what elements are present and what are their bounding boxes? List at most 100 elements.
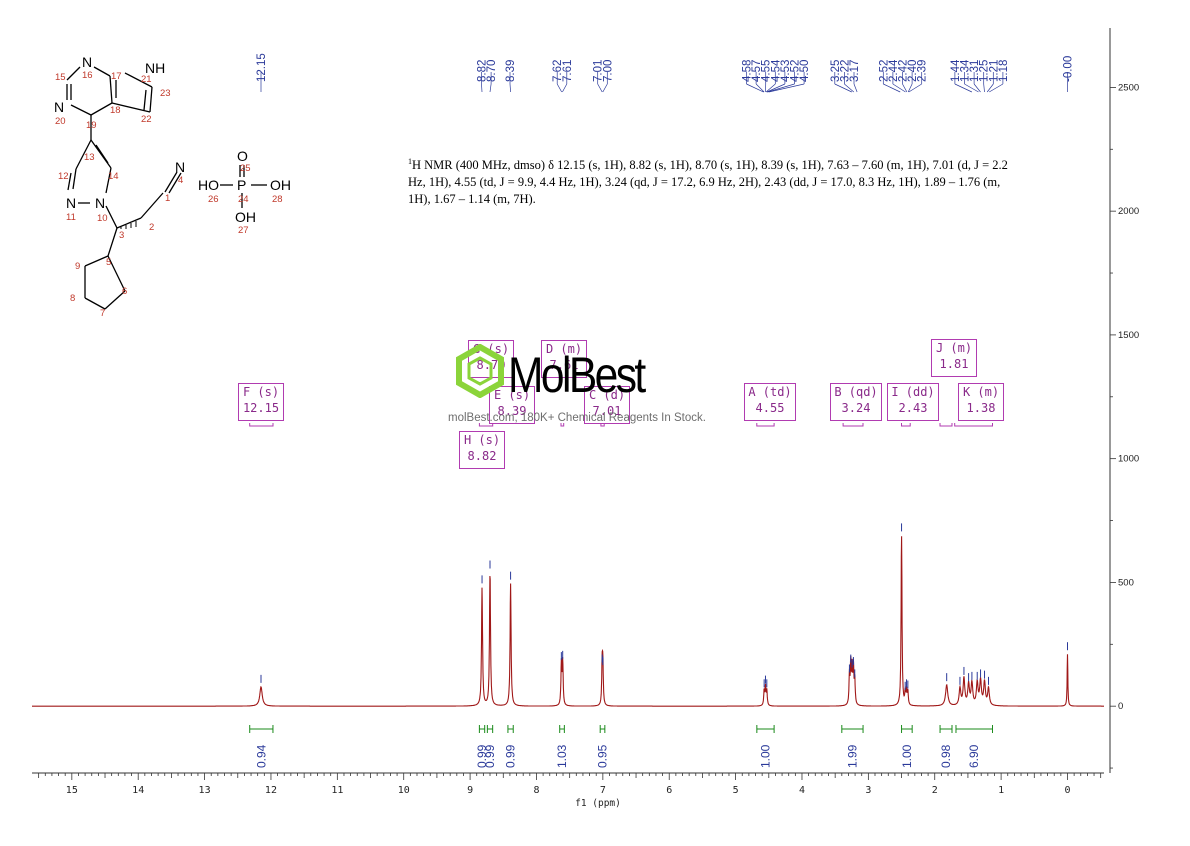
atom-number: 18	[110, 105, 121, 116]
x-tick-label: 0	[1064, 785, 1070, 796]
atom-number: 5	[106, 257, 111, 268]
atom-label: N	[82, 54, 92, 70]
multiplet-value: 4.55	[745, 400, 795, 416]
atom-label: HO	[198, 177, 219, 193]
integral-value: 6.90	[967, 744, 981, 768]
atom-number: 3	[119, 230, 124, 241]
atom-label: OH	[270, 177, 291, 193]
multiplet-range	[757, 423, 774, 426]
multiplet-box: K (m)1.38	[958, 383, 1004, 421]
atom-number: 7	[100, 308, 105, 319]
watermark-name: MolBest	[508, 346, 644, 404]
atom-number: 16	[82, 70, 93, 81]
integral-value: 0.95	[596, 744, 610, 768]
multiplet-value: 12.15	[239, 400, 283, 416]
multiplet-label: K (m)	[959, 384, 1003, 400]
atom-number: 11	[66, 212, 76, 223]
multiplet-value: 2.43	[888, 400, 938, 416]
atom-number: 6	[122, 286, 127, 297]
peak-label: 8.39	[505, 60, 517, 82]
multiplet-box: B (qd)3.24	[830, 383, 882, 421]
multiplet-range	[902, 423, 911, 426]
y-tick-label: 1000	[1118, 454, 1139, 465]
x-tick-label: 5	[733, 785, 739, 796]
atom-number: 4	[178, 175, 183, 186]
multiplet-range	[955, 423, 993, 426]
nmr-description-text: H NMR (400 MHz, dmso) δ 12.15 (s, 1H), 8…	[408, 158, 1008, 206]
atom-label: OH	[235, 209, 256, 225]
atom-number: 2	[149, 222, 154, 233]
x-tick-label: 8	[533, 785, 539, 796]
atom-number: 10	[97, 213, 108, 224]
y-tick-label: 500	[1118, 577, 1134, 588]
peak-label: 7.00	[602, 60, 614, 82]
multiplet-box: I (dd)2.43	[887, 383, 939, 421]
x-tick-label: 13	[199, 785, 211, 796]
atom-label: N	[95, 195, 105, 211]
x-axis-label: f1 (ppm)	[575, 798, 621, 809]
atom-number: 1	[165, 193, 170, 204]
chemical-structure: N NH N N N N O HO P OH OH 15 16 17 21 23…	[40, 45, 310, 325]
x-tick-label: 3	[865, 785, 871, 796]
atom-number: 12	[58, 171, 69, 182]
atom-number: 21	[141, 74, 152, 85]
multiplet-value: 3.24	[831, 400, 881, 416]
integral-value: 1.99	[845, 744, 859, 768]
x-tick-label: 11	[331, 785, 343, 796]
x-tick-label: 1	[998, 785, 1004, 796]
multiplet-label: B (qd)	[831, 384, 881, 400]
peak-label: 8.70	[486, 60, 498, 82]
integral-value: 0.98	[939, 744, 953, 768]
watermark-tagline: molBest.com, 180K+ Chemical Reagents In …	[448, 412, 706, 424]
x-tick-label: 9	[467, 785, 473, 796]
integral-value: 1.03	[555, 744, 569, 768]
atom-number: 9	[75, 261, 80, 272]
x-tick-label: 4	[799, 785, 805, 796]
integral-value: 0.99	[483, 744, 497, 768]
integral-value: 0.99	[504, 744, 518, 768]
y-tick-label: 1500	[1118, 330, 1139, 341]
y-tick-label: 0	[1118, 701, 1123, 712]
nmr-description: 1H NMR (400 MHz, dmso) δ 12.15 (s, 1H), …	[408, 153, 1008, 208]
x-tick-label: 15	[66, 785, 78, 796]
multiplet-range	[250, 423, 273, 426]
peak-label: 7.61	[562, 60, 574, 82]
multiplet-range	[940, 423, 952, 426]
multiplet-label: A (td)	[745, 384, 795, 400]
atom-number: 14	[108, 171, 119, 182]
multiplet-box: A (td)4.55	[744, 383, 796, 421]
multiplet-label: F (s)	[239, 384, 283, 400]
x-tick-label: 2	[932, 785, 938, 796]
multiplet-range	[843, 423, 863, 426]
watermark: MolBest molBest.com, 180K+ Chemical Reag…	[450, 340, 750, 440]
atom-number: 19	[86, 120, 97, 131]
x-tick-label: 10	[398, 785, 410, 796]
integral-value: 1.00	[759, 744, 773, 768]
integral-value: 1.00	[900, 744, 914, 768]
peak-label: -0.00	[1063, 56, 1075, 82]
atom-number: 15	[55, 72, 66, 83]
x-tick-label: 7	[600, 785, 606, 796]
atom-number: 26	[208, 194, 219, 205]
peak-label: 3.17	[849, 60, 861, 82]
multiplet-box: J (m)1.81	[931, 339, 977, 377]
integral-value: 0.94	[254, 744, 268, 768]
atom-number: 8	[70, 293, 75, 304]
multiplet-label: I (dd)	[888, 384, 938, 400]
peak-label: 4.50	[799, 60, 811, 82]
multiplet-value: 8.82	[460, 448, 504, 464]
atom-label: N	[175, 159, 185, 175]
atom-number: 25	[240, 163, 251, 174]
atom-number: 24	[238, 194, 249, 205]
atom-label: N	[54, 99, 64, 115]
peak-label: 2.39	[917, 60, 929, 82]
multiplet-value: 1.38	[959, 400, 1003, 416]
atom-number: 17	[111, 71, 122, 82]
atom-number: 22	[141, 114, 152, 125]
atom-label: N	[66, 195, 76, 211]
x-tick-label: 14	[132, 785, 144, 796]
atom-label: O	[237, 148, 248, 164]
y-tick-label: 2500	[1118, 82, 1139, 93]
y-tick-label: 2000	[1118, 206, 1139, 217]
